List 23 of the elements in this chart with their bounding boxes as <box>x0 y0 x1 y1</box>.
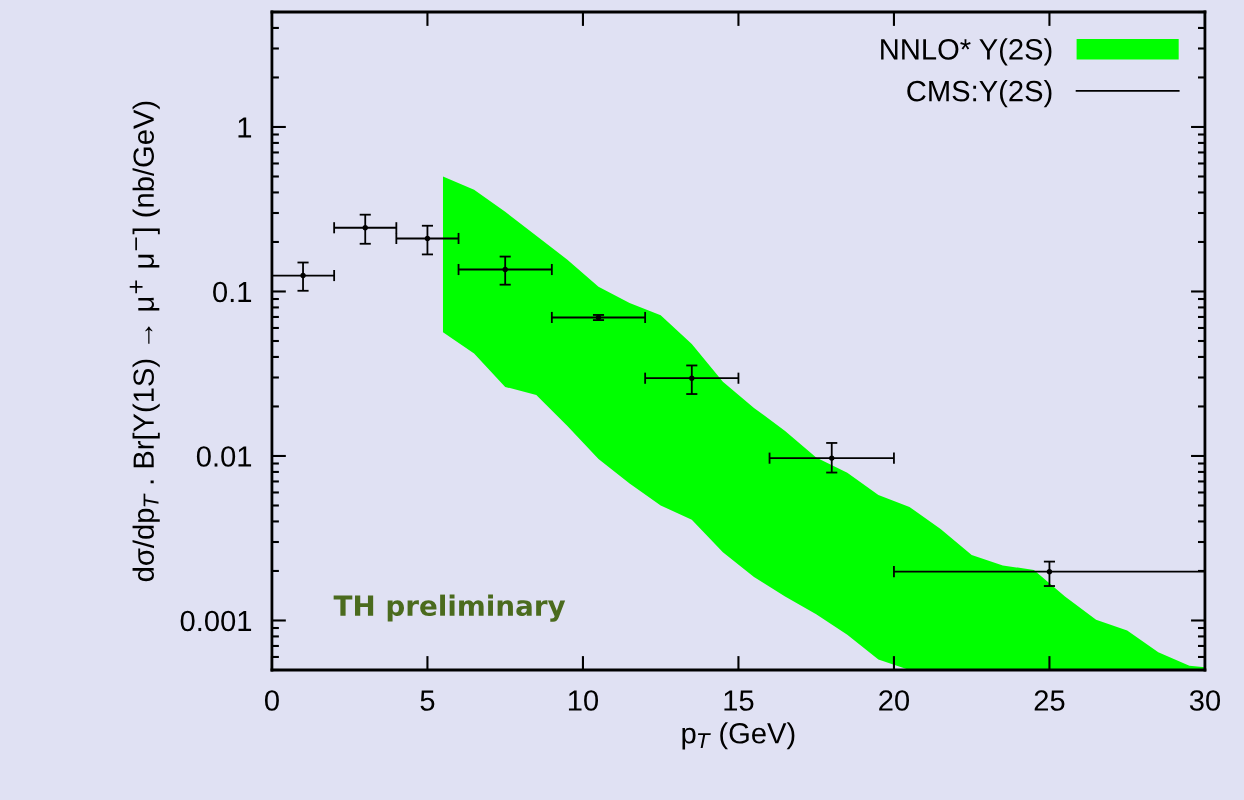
y-axis-title: dσ/dp$_{T}$ . Br[Υ(1S) → μ$^{+}$ μ$^{−}$] (nb/GeV) <box>129 101 160 582</box>
legend-label: CMS:Y(2S) <box>907 80 1052 108</box>
point <box>689 375 695 381</box>
x-tick-label: 10 <box>568 690 599 711</box>
point <box>300 272 306 279</box>
x-tick-label: 5 <box>420 690 435 711</box>
point <box>1046 568 1053 575</box>
y-tick-label: 0.01 <box>196 446 252 467</box>
y-tick-label: 1 <box>238 117 252 138</box>
point <box>502 266 508 273</box>
y-tick-label: 0.001 <box>180 610 252 632</box>
legend-label: NNLO* Y(2S) <box>881 38 1052 66</box>
x-tick-label: 0 <box>264 690 279 711</box>
x-tick-label: 25 <box>1034 690 1065 711</box>
point <box>828 455 835 461</box>
point <box>424 235 431 242</box>
x-axis-title: p$_{T}$ (GeV) <box>682 722 795 750</box>
x-tick-label: 30 <box>1189 690 1221 711</box>
x-tick-label: 15 <box>724 690 754 711</box>
y-tick-label: 0.1 <box>213 281 252 303</box>
point <box>362 224 369 231</box>
x-tick-label: 20 <box>879 690 910 711</box>
annotation: TH preliminary <box>333 594 566 622</box>
